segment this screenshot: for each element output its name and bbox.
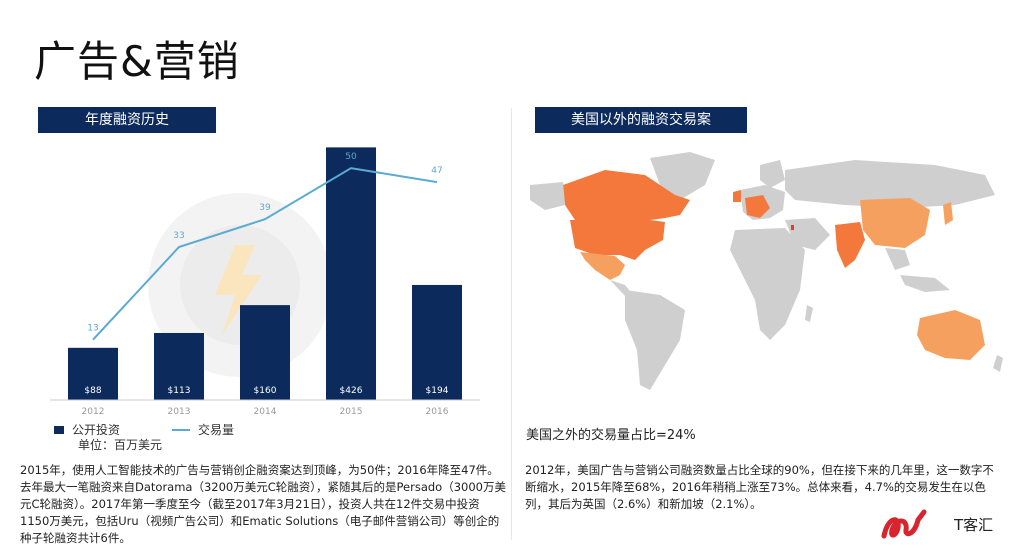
left-section-header: 年度融资历史 <box>38 107 216 133</box>
legend-line-swatch <box>172 428 190 431</box>
world-map-icon <box>530 152 1003 390</box>
bar-2016 <box>412 284 462 400</box>
china-region <box>860 198 930 248</box>
canada-region <box>563 170 690 220</box>
x-tick-2016: 2016 <box>426 407 449 417</box>
line-label-2014: 39 <box>259 203 271 213</box>
bar-label-2012: $88 <box>84 386 101 396</box>
bar-label-2016: $194 <box>426 386 449 396</box>
right-paragraph: 2012年，美国广告与营销公司融资数量占比全球的90%，但在接下来的几年里，这一… <box>525 463 994 511</box>
panel-divider <box>511 108 512 540</box>
line-label-2016: 47 <box>431 166 442 176</box>
x-tick-2012: 2012 <box>82 407 105 417</box>
left-paragraph: 2015年，使用人工智能技术的广告与营销创企融资案达到顶峰，为50件；2016年… <box>20 463 506 545</box>
x-tick-2015: 2015 <box>340 407 363 417</box>
legend-line-label: 交易量 <box>198 423 235 437</box>
bar-2014 <box>240 305 290 400</box>
right-section-header: 美国以外的融资交易案 <box>535 107 747 133</box>
bar-label-2014: $160 <box>254 386 277 396</box>
uk-region <box>733 190 741 202</box>
deal-volume-line <box>92 167 438 341</box>
logo-text: T客汇 <box>953 516 993 534</box>
israel-region <box>791 225 794 230</box>
mexico-region <box>580 252 625 280</box>
funding-history-chart: $88 $113 $160 $426 $194 13 33 39 50 47 2012 2013 2… <box>50 147 480 417</box>
legend-item-line: 交易量 <box>172 421 234 438</box>
bar-label-2013: $113 <box>168 386 191 396</box>
legend-bar-swatch <box>54 425 64 434</box>
bar-label-2015: $426 <box>340 386 363 396</box>
legend-item-bars: 公开投资 <box>54 421 120 438</box>
australia-region <box>917 310 985 360</box>
brand-logo: T客汇 <box>881 509 993 539</box>
india-region <box>835 222 865 268</box>
page-title: 广告&营销 <box>34 37 240 86</box>
japan-region <box>943 202 953 225</box>
share-text: 美国之外的交易量占比=24% <box>526 428 696 443</box>
line-label-2013: 33 <box>173 231 184 241</box>
europe-region <box>745 195 770 218</box>
usa-region <box>570 220 665 260</box>
legend-bars-label: 公开投资 <box>72 423 121 437</box>
line-label-2015: 50 <box>345 152 357 162</box>
bar-2013 <box>154 332 204 400</box>
bar-2012 <box>68 347 118 400</box>
line-label-2012: 13 <box>87 324 98 334</box>
legend-unit: 单位：百万美元 <box>78 438 163 452</box>
x-tick-2013: 2013 <box>168 407 191 417</box>
x-tick-2014: 2014 <box>254 407 277 417</box>
bar-2015 <box>326 147 376 400</box>
